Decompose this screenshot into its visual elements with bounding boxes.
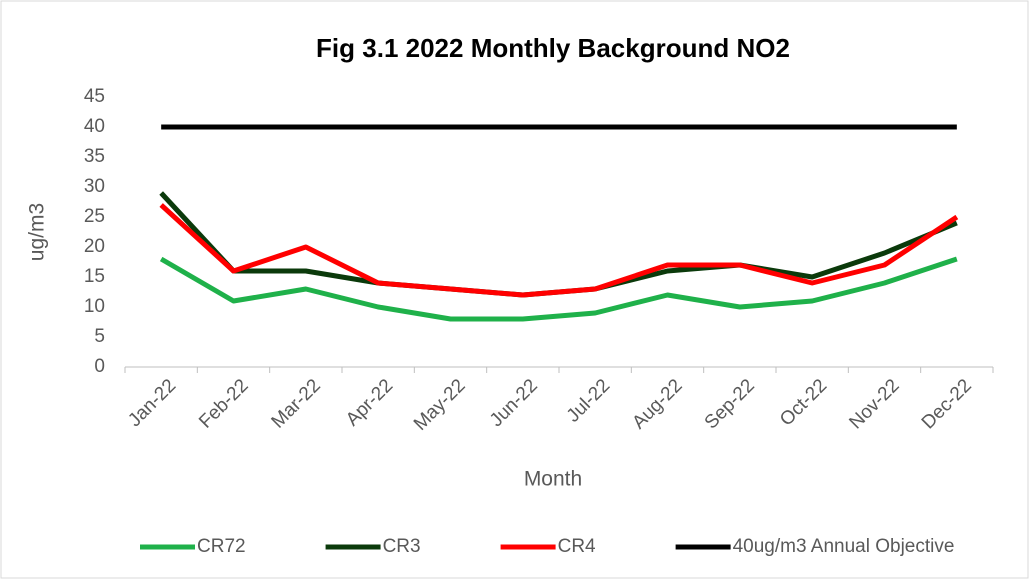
y-tick-label: 40: [84, 116, 105, 137]
y-tick-label: 15: [84, 266, 105, 287]
y-axis-label: ug/m3: [26, 203, 49, 261]
chart-title: Fig 3.1 2022 Monthly Background NO2: [316, 33, 790, 63]
y-tick-label: 20: [84, 236, 105, 257]
series-line: [159, 203, 959, 298]
legend-label: CR3: [383, 536, 421, 557]
series-line: [159, 256, 958, 322]
legend-label: CR72: [197, 536, 246, 557]
x-axis-label: Month: [524, 468, 582, 491]
y-tick-label: 5: [94, 326, 105, 347]
y-tick-label: 10: [84, 296, 105, 317]
legend-label: CR4: [558, 536, 596, 557]
y-tick-label: 35: [84, 146, 105, 167]
y-tick-label: 45: [84, 86, 105, 107]
y-tick-label: 0: [94, 356, 105, 377]
y-tick-label: 25: [84, 206, 105, 227]
y-tick-label: 30: [84, 176, 105, 197]
legend-label: 40ug/m3 Annual Objective: [733, 536, 955, 557]
